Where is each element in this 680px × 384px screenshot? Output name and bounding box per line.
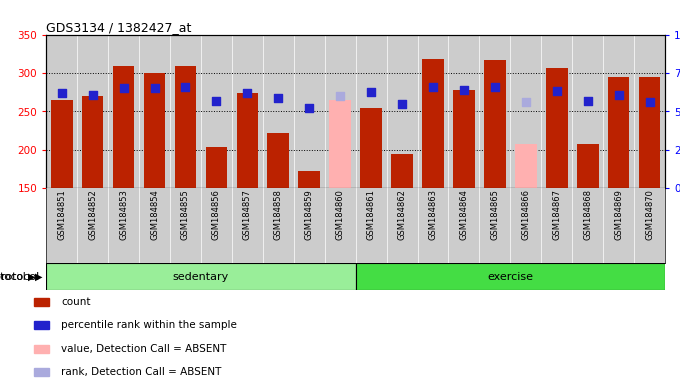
Text: GSM184867: GSM184867: [552, 189, 561, 240]
Text: GSM184863: GSM184863: [428, 189, 437, 240]
Point: [242, 90, 253, 96]
Text: GSM184866: GSM184866: [522, 189, 530, 240]
Bar: [34, 368, 49, 376]
Text: GSM184855: GSM184855: [181, 189, 190, 240]
Point: [87, 92, 98, 98]
Bar: [608, 77, 630, 188]
Bar: [329, 100, 351, 188]
Bar: [82, 96, 103, 188]
Text: GSM184870: GSM184870: [645, 189, 654, 240]
Point: [211, 98, 222, 104]
Text: rank, Detection Call = ABSENT: rank, Detection Call = ABSENT: [61, 367, 222, 377]
Text: ▶: ▶: [28, 271, 35, 281]
Bar: [515, 144, 537, 188]
Text: GSM184857: GSM184857: [243, 189, 252, 240]
Bar: [113, 66, 135, 188]
Text: GSM184852: GSM184852: [88, 189, 97, 240]
Bar: [356, 263, 665, 290]
Bar: [205, 147, 227, 188]
Text: GSM184864: GSM184864: [460, 189, 469, 240]
Point: [613, 93, 624, 99]
Point: [366, 89, 377, 96]
Point: [582, 98, 593, 104]
Bar: [299, 171, 320, 188]
Text: sedentary: sedentary: [173, 271, 229, 281]
Bar: [46, 263, 356, 290]
Text: exercise: exercise: [488, 271, 533, 281]
Bar: [34, 345, 49, 353]
Text: count: count: [61, 297, 90, 307]
Text: GSM184869: GSM184869: [614, 189, 623, 240]
Bar: [484, 60, 506, 188]
Text: GSM184854: GSM184854: [150, 189, 159, 240]
Bar: [267, 133, 289, 188]
Text: GSM184859: GSM184859: [305, 189, 313, 240]
Bar: [422, 60, 444, 188]
Point: [490, 84, 500, 90]
Point: [56, 90, 67, 96]
Point: [428, 84, 439, 90]
Text: percentile rank within the sample: percentile rank within the sample: [61, 320, 237, 330]
Text: protocol: protocol: [0, 271, 25, 281]
Text: GSM184856: GSM184856: [212, 189, 221, 240]
Point: [644, 99, 655, 105]
Text: GSM184868: GSM184868: [583, 189, 592, 240]
Text: GSM184862: GSM184862: [398, 189, 407, 240]
Bar: [639, 77, 660, 188]
Point: [458, 87, 469, 93]
Point: [180, 84, 191, 90]
Bar: [453, 90, 475, 188]
Bar: [143, 73, 165, 188]
Point: [396, 101, 407, 107]
Point: [118, 85, 129, 91]
Bar: [577, 144, 598, 188]
Text: GSM184853: GSM184853: [119, 189, 128, 240]
Text: GSM184860: GSM184860: [336, 189, 345, 240]
Text: GSM184851: GSM184851: [57, 189, 66, 240]
Bar: [51, 100, 73, 188]
Point: [520, 99, 531, 105]
Text: ▶: ▶: [35, 271, 43, 281]
Point: [273, 95, 284, 101]
Bar: [175, 66, 197, 188]
Bar: [360, 108, 382, 188]
Text: GSM184858: GSM184858: [274, 189, 283, 240]
Point: [551, 88, 562, 94]
Point: [304, 104, 315, 111]
Text: GSM184865: GSM184865: [490, 189, 499, 240]
Bar: [34, 298, 49, 306]
Bar: [237, 93, 258, 188]
Text: value, Detection Call = ABSENT: value, Detection Call = ABSENT: [61, 344, 226, 354]
Bar: [34, 321, 49, 329]
Text: protocol: protocol: [0, 271, 43, 281]
Point: [335, 93, 345, 99]
Bar: [546, 68, 568, 188]
Text: GDS3134 / 1382427_at: GDS3134 / 1382427_at: [46, 21, 192, 34]
Bar: [391, 154, 413, 188]
Text: GSM184861: GSM184861: [367, 189, 375, 240]
Point: [149, 85, 160, 91]
